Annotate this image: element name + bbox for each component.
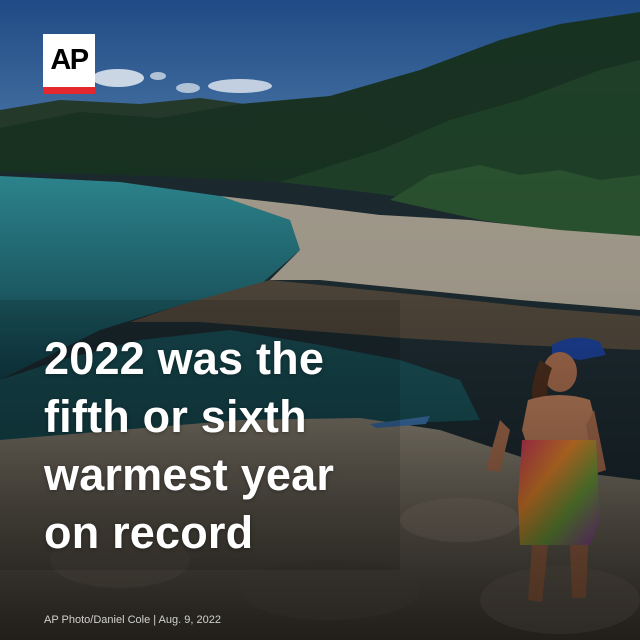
photo-credit: AP Photo/Daniel Cole | Aug. 9, 2022: [44, 614, 221, 626]
headline-line: 2022 was the: [44, 333, 325, 384]
headline-line: warmest year: [44, 449, 335, 500]
headline-line: fifth or sixth: [44, 391, 307, 442]
ap-logo-red-bar: [43, 87, 95, 94]
ap-logo-text: AP: [50, 44, 89, 76]
ap-logo: AP: [43, 34, 95, 94]
headline: 2022 was the fifth or sixth warmest year…: [44, 330, 404, 562]
headline-line: on record: [44, 507, 254, 558]
